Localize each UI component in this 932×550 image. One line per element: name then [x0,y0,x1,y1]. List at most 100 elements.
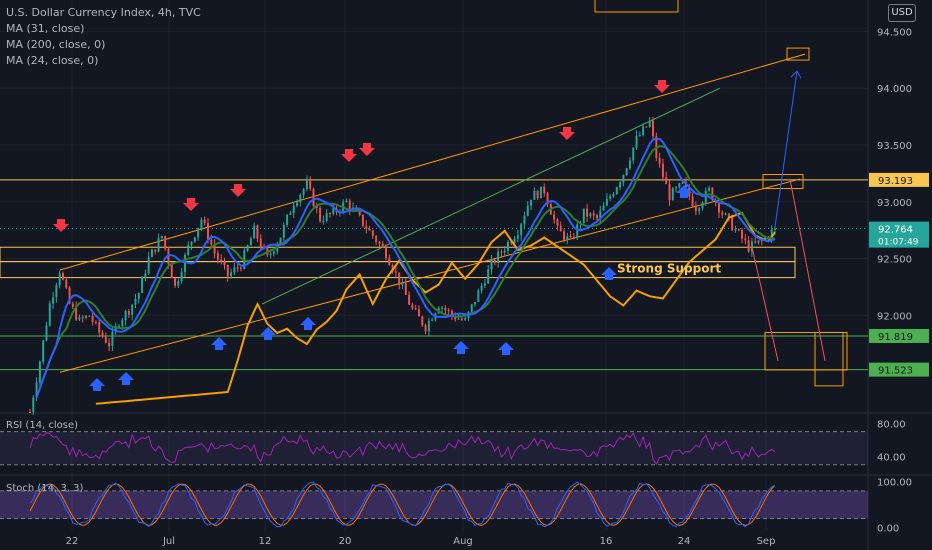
candle-body [665,177,668,185]
candle-body [269,253,272,256]
candle-body [628,160,631,169]
candle-body [681,181,684,184]
candle-body [539,186,542,199]
stoch-tick-label: 0.00 [877,524,899,535]
candle-body [75,306,78,320]
candle-body [253,225,256,239]
trendlines [59,53,806,373]
time-tick-label: Aug [453,536,473,547]
candle-body [592,213,595,216]
candle-body [104,336,107,343]
candle-body [42,340,45,362]
candle-body [183,254,186,273]
candle-body [774,228,776,230]
candle-body [233,267,236,273]
candle-body [381,243,384,248]
candle-body [487,269,490,284]
candle-body [563,231,566,240]
candle-body [414,308,417,310]
candle-body [223,261,226,265]
up-arrow-icon [453,341,469,354]
candle-body [78,317,81,320]
currency-button[interactable]: USD [888,4,916,22]
candle-body [312,188,315,207]
candle-body [200,219,203,228]
candle-body [371,230,374,237]
candle-body [58,273,61,286]
candle-body [576,224,579,238]
candle-body [553,214,556,220]
candle-body [256,225,259,239]
candle-body [450,310,453,316]
candle-body [101,332,104,337]
candle-body [394,271,397,273]
candle-body [134,298,137,305]
candle-body [190,241,193,246]
channel-upper-line [59,53,806,271]
candle-body [71,303,74,307]
candle-body [717,202,720,213]
candle-body [299,194,302,203]
candle-body [365,225,368,229]
candle-body [622,175,625,183]
candle-body [493,259,496,263]
candle-body [289,213,292,215]
candle-body [424,325,427,332]
candle-body [141,277,144,294]
candle-body [48,303,51,326]
candle-body [131,304,134,315]
candle-body [431,319,434,321]
candle-body [38,361,41,383]
candle-body [65,279,68,288]
candle-body [727,213,730,217]
candle-body [230,272,233,277]
candle-body [711,187,714,200]
candle-body [170,264,173,278]
candle-body [724,213,727,215]
up-arrow-icon [118,372,134,385]
strong-support-label: Strong Support [617,262,721,276]
candle-body [460,318,463,320]
candle-body [375,236,378,243]
time-tick-label: 22 [66,536,79,547]
ma-200-line [95,211,776,405]
rsi-line [29,432,776,466]
rsi-label: RSI (14, close) [6,420,79,431]
candle-body [750,241,753,252]
candle-body [98,322,101,333]
candle-body [328,213,331,215]
candle-body [668,184,671,201]
candle-body [490,259,493,270]
candle-body [154,249,157,252]
candle-body [596,215,598,219]
candle-body [282,224,285,238]
candle-body [174,277,177,286]
signal-arrows [53,80,692,391]
candle-body [404,283,407,295]
candle-body [197,227,200,238]
candle-body [507,242,509,251]
bull-projection-line [774,71,798,227]
time-tick-label: Jul [162,536,175,547]
price-tick-label: 92.000 [877,311,912,322]
candle-body [694,205,697,212]
candle-body [144,273,147,278]
price-label-text: 91.819 [878,332,913,343]
legend-ma-24: MA (24, close, 0) [6,54,99,67]
candle-body [61,273,64,280]
candle-body [111,331,114,347]
up-arrow-icon [601,267,617,280]
candle-body [279,237,282,245]
candle-body [731,216,734,231]
candle-body [470,304,473,312]
candle-body [88,315,91,317]
candle-body [220,259,223,262]
candle-body [642,126,645,136]
candle-body [661,163,664,178]
candle-body [454,315,457,320]
candle-body [612,194,615,197]
candle-body [747,240,750,252]
candle-body [421,316,424,326]
